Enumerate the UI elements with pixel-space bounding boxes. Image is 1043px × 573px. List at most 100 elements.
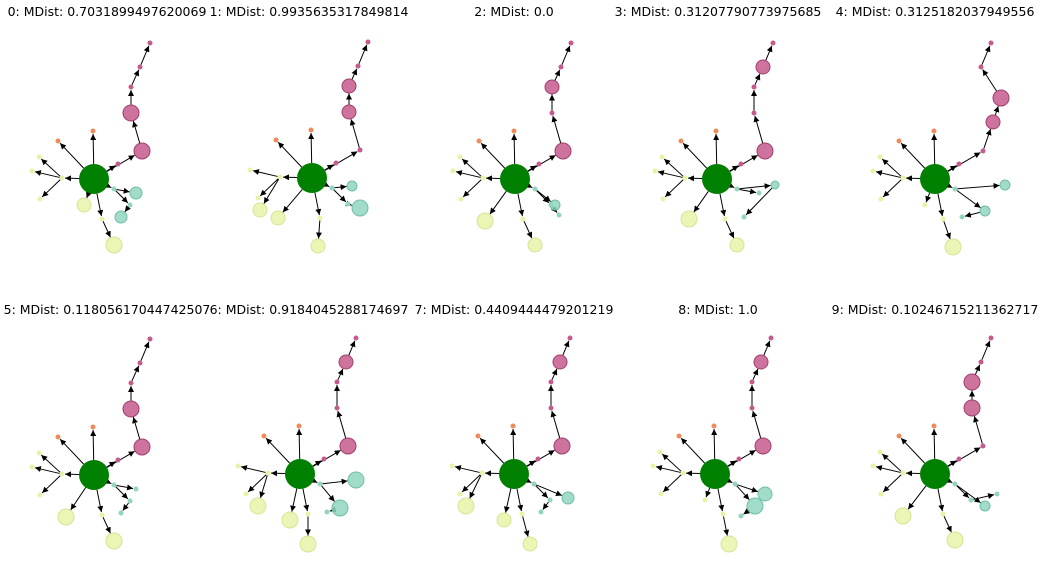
node-o1 [90, 424, 96, 430]
node-o2 [475, 433, 481, 439]
node-t1 [531, 481, 537, 487]
edge-y3-y2 [454, 465, 480, 473]
node-y5 [281, 511, 299, 529]
node-t2 [756, 190, 762, 196]
node-y3 [480, 175, 486, 181]
edge-t1-t3 [736, 485, 750, 501]
node-y6 [940, 216, 946, 222]
node-t4 [351, 199, 369, 217]
node-y1 [877, 449, 883, 455]
node-y2 [29, 464, 35, 470]
node-y6 [305, 511, 311, 517]
edge-hub-y5 [503, 488, 512, 513]
edge-hub-t1 [310, 477, 318, 484]
node-m4 [341, 104, 357, 120]
edge-y6-y7 [723, 516, 730, 536]
edges [34, 45, 150, 238]
edge-y3-y2 [655, 465, 681, 473]
edge-t3-t4 [122, 502, 129, 511]
edge-y6-y7 [523, 221, 533, 239]
node-m4 [122, 104, 140, 122]
edge-y3-y2 [657, 170, 683, 178]
node-t4 [741, 214, 747, 220]
edge-y3-y1 [40, 454, 61, 473]
node-o1 [931, 128, 937, 134]
node-y4 [658, 491, 664, 497]
edge-hub-y5 [290, 488, 298, 512]
node-m2 [753, 354, 769, 370]
panel-title: 9: MDist: 0.10246715211362717 [831, 302, 1039, 317]
edge-y3-y2 [875, 465, 901, 473]
node-m2 [558, 64, 564, 70]
node-m3 [128, 380, 134, 386]
node-y5 [57, 508, 75, 526]
edge-m3-m2 [554, 69, 561, 81]
node-o1 [711, 423, 717, 429]
node-m1 [147, 40, 153, 46]
edge-hub-o1 [713, 133, 720, 165]
edge-hub-y6 [96, 193, 104, 217]
edge-t1-t2 [116, 484, 134, 491]
edge-y3-y1 [661, 453, 682, 472]
edge-m2-m1 [140, 45, 150, 65]
node-y1 [659, 154, 665, 160]
panel-title: 0: MDist: 0.7031899497620069 [7, 4, 207, 19]
node-m4 [548, 405, 554, 411]
hub-node [499, 459, 529, 489]
node-y4 [458, 196, 464, 202]
edge-m5-m4 [336, 410, 347, 439]
edge-hub-m6 [727, 460, 737, 467]
edges [252, 44, 368, 239]
node-m6 [736, 456, 742, 462]
edge-hub-t1 [525, 182, 533, 189]
edge-y3-y2 [455, 170, 481, 178]
node-m5 [756, 142, 774, 160]
edge-y3-y4 [664, 179, 684, 198]
edge-hub-y6 [937, 193, 945, 217]
node-y5 [496, 512, 512, 528]
edge-hub-o1 [931, 133, 938, 165]
edge-m3-m2 [131, 365, 140, 381]
edge-t3-t4 [973, 493, 995, 500]
edge-hub-y6 [516, 488, 524, 512]
node-o2 [676, 433, 682, 439]
node-t2 [979, 500, 991, 512]
hub-node [500, 164, 530, 194]
edge-y3-y1 [469, 475, 482, 499]
node-y6 [519, 511, 525, 517]
node-y7 [299, 535, 317, 553]
node-y7 [522, 536, 538, 552]
edge-hub-y5 [907, 485, 927, 510]
node-m5 [339, 437, 357, 455]
node-t1 [329, 185, 335, 191]
node-y4 [457, 491, 463, 497]
edge-hub-t1 [727, 182, 735, 189]
edge-t1-t3 [956, 485, 970, 499]
node-t3 [979, 205, 991, 217]
node-t3 [331, 499, 349, 517]
edge-m2-m1 [765, 45, 773, 61]
node-t3 [345, 201, 351, 207]
node-y7 [105, 532, 123, 550]
node-y7 [105, 236, 123, 254]
edge-t1-t2 [116, 187, 130, 194]
node-t4 [738, 513, 744, 519]
node-t4 [114, 210, 128, 224]
node-m3 [963, 373, 981, 391]
node-y2 [449, 463, 455, 469]
node-y1 [457, 497, 475, 515]
edge-m3-m2 [974, 364, 981, 375]
edge-m2-m1 [358, 44, 368, 64]
edge-m2-m1 [763, 340, 771, 356]
node-y5 [476, 212, 494, 230]
edge-m5-m4 [973, 416, 983, 444]
node-y4 [255, 195, 261, 201]
node-y5 [680, 210, 698, 228]
node-m5 [357, 147, 363, 153]
edge-t1-t2 [957, 182, 1000, 190]
edge-y3-y1 [881, 158, 902, 177]
